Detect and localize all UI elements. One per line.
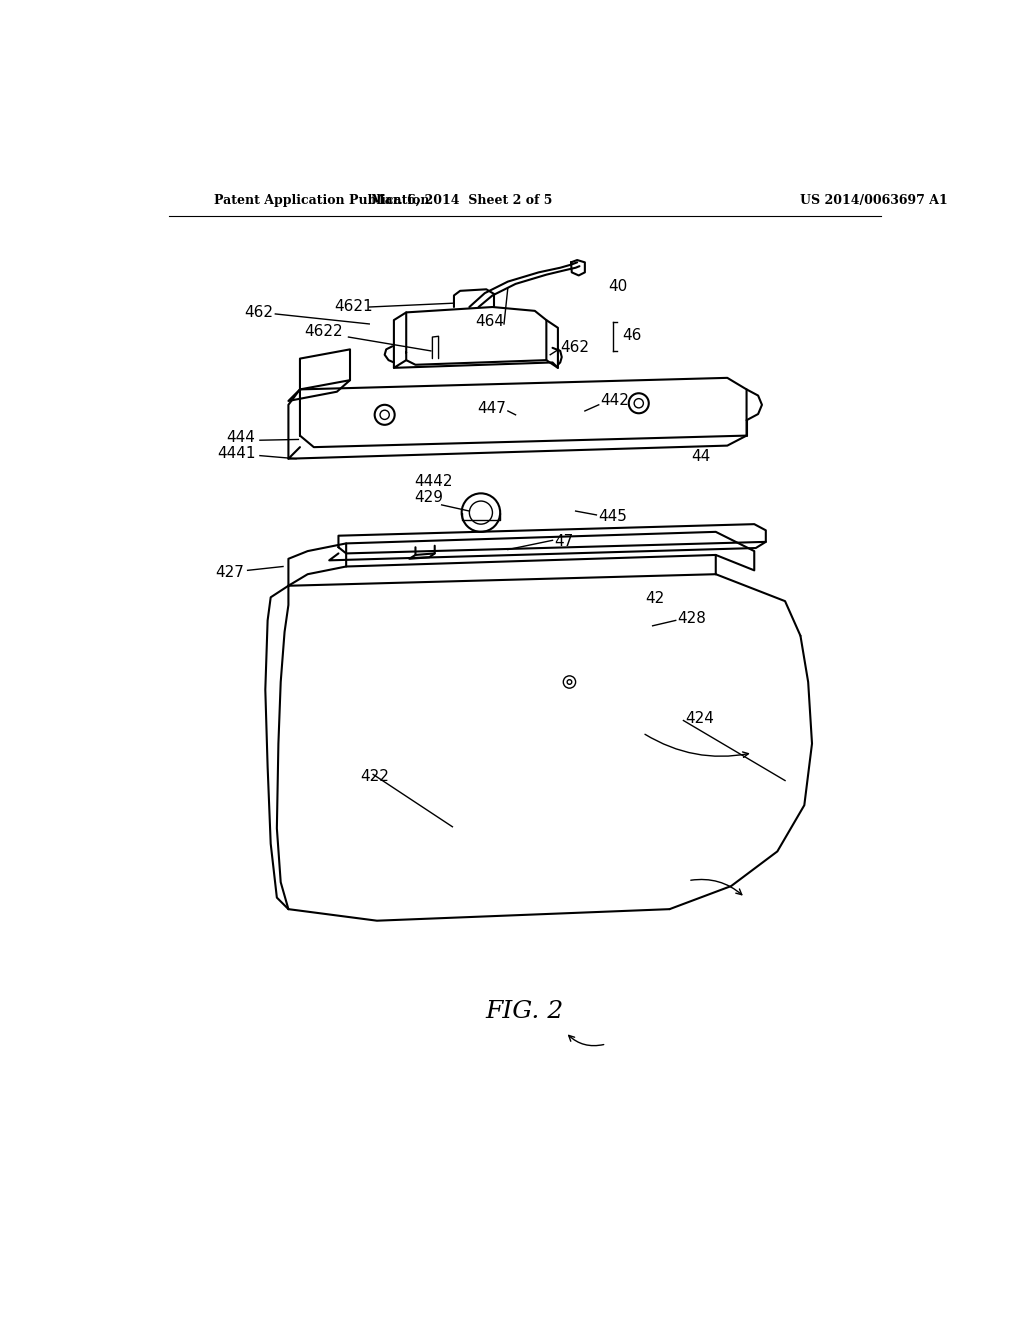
Text: 428: 428 <box>677 611 707 627</box>
Text: 444: 444 <box>226 430 255 445</box>
Text: 429: 429 <box>414 490 443 504</box>
Text: 4622: 4622 <box>304 325 342 339</box>
Text: 46: 46 <box>622 327 641 343</box>
Text: 4442: 4442 <box>414 474 453 490</box>
Text: 40: 40 <box>608 280 628 294</box>
Text: Patent Application Publication: Patent Application Publication <box>214 194 429 207</box>
Text: 47: 47 <box>554 535 573 549</box>
Text: 427: 427 <box>215 565 244 581</box>
Text: 44: 44 <box>691 449 711 463</box>
Text: 442: 442 <box>600 393 629 408</box>
Text: FIG. 2: FIG. 2 <box>485 1001 564 1023</box>
Text: 42: 42 <box>645 591 665 606</box>
Text: 445: 445 <box>599 510 628 524</box>
Text: 462: 462 <box>244 305 273 319</box>
Text: 4441: 4441 <box>217 446 255 461</box>
Text: 422: 422 <box>360 770 389 784</box>
Text: US 2014/0063697 A1: US 2014/0063697 A1 <box>801 194 948 207</box>
Text: 424: 424 <box>685 711 714 726</box>
Text: 4621: 4621 <box>335 298 373 314</box>
Text: 462: 462 <box>560 339 589 355</box>
Text: 447: 447 <box>477 401 506 416</box>
Text: 464: 464 <box>475 314 504 329</box>
Text: Mar. 6, 2014  Sheet 2 of 5: Mar. 6, 2014 Sheet 2 of 5 <box>371 194 552 207</box>
